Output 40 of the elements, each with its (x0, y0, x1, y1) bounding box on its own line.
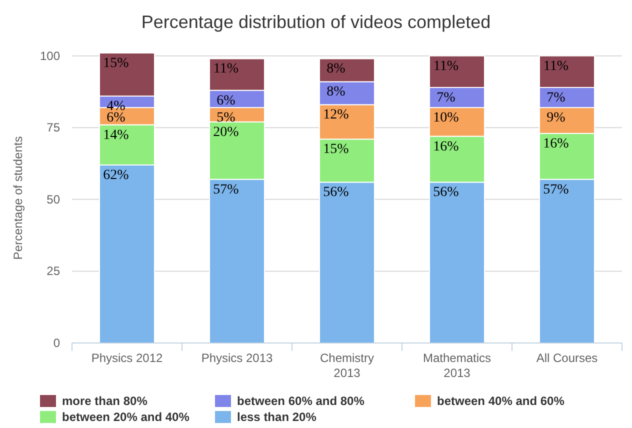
data-label: 10% (433, 110, 460, 126)
data-label: 11% (543, 58, 569, 74)
data-label: 15% (323, 142, 350, 158)
data-label: 62% (103, 168, 130, 183)
data-label: 11% (433, 58, 459, 74)
data-label: 56% (323, 185, 350, 200)
data-label: 20% (213, 124, 240, 140)
x-tick-label: Physics 2013 (201, 351, 274, 365)
x-tick-label: Chemistry 2013 (320, 351, 374, 380)
legend-label: more than 80% (62, 394, 148, 408)
data-label: 15% (103, 56, 130, 71)
data-label: 14% (103, 128, 130, 143)
y-tick-label: 0 (53, 336, 60, 350)
legend-label: between 40% and 60% (437, 394, 565, 408)
data-label: 12% (323, 108, 350, 123)
data-label: 57% (213, 182, 240, 198)
data-label: 56% (433, 185, 460, 200)
data-label: 16% (433, 139, 460, 154)
data-label: 7% (546, 90, 566, 106)
y-tick-label: 75 (46, 120, 60, 135)
data-label: 6% (106, 110, 126, 126)
y-tick-label: 100 (40, 48, 60, 63)
x-tick-label: Physics 2012 (91, 351, 164, 365)
data-label: 6% (216, 93, 236, 108)
y-axis-title: Percentage of students (11, 136, 25, 260)
data-label: 11% (213, 62, 239, 77)
data-label: 7% (436, 90, 456, 106)
data-label: 8% (326, 84, 346, 100)
data-label: 9% (546, 110, 566, 126)
y-tick-label: 50 (46, 192, 60, 206)
y-tick-label: 25 (46, 264, 60, 278)
legend-label: between 60% and 80% (237, 394, 365, 408)
data-label: 16% (543, 136, 570, 152)
x-tick-label: All Courses (536, 351, 598, 365)
data-label: 57% (543, 182, 570, 198)
data-label: 8% (326, 62, 346, 77)
legend-label: less than 20% (237, 410, 317, 424)
chart-title: Percentage distribution of videos completed (141, 12, 491, 32)
legend-label: between 20% and 40% (62, 410, 190, 424)
x-tick-label: Mathematics 2013 (422, 351, 492, 380)
